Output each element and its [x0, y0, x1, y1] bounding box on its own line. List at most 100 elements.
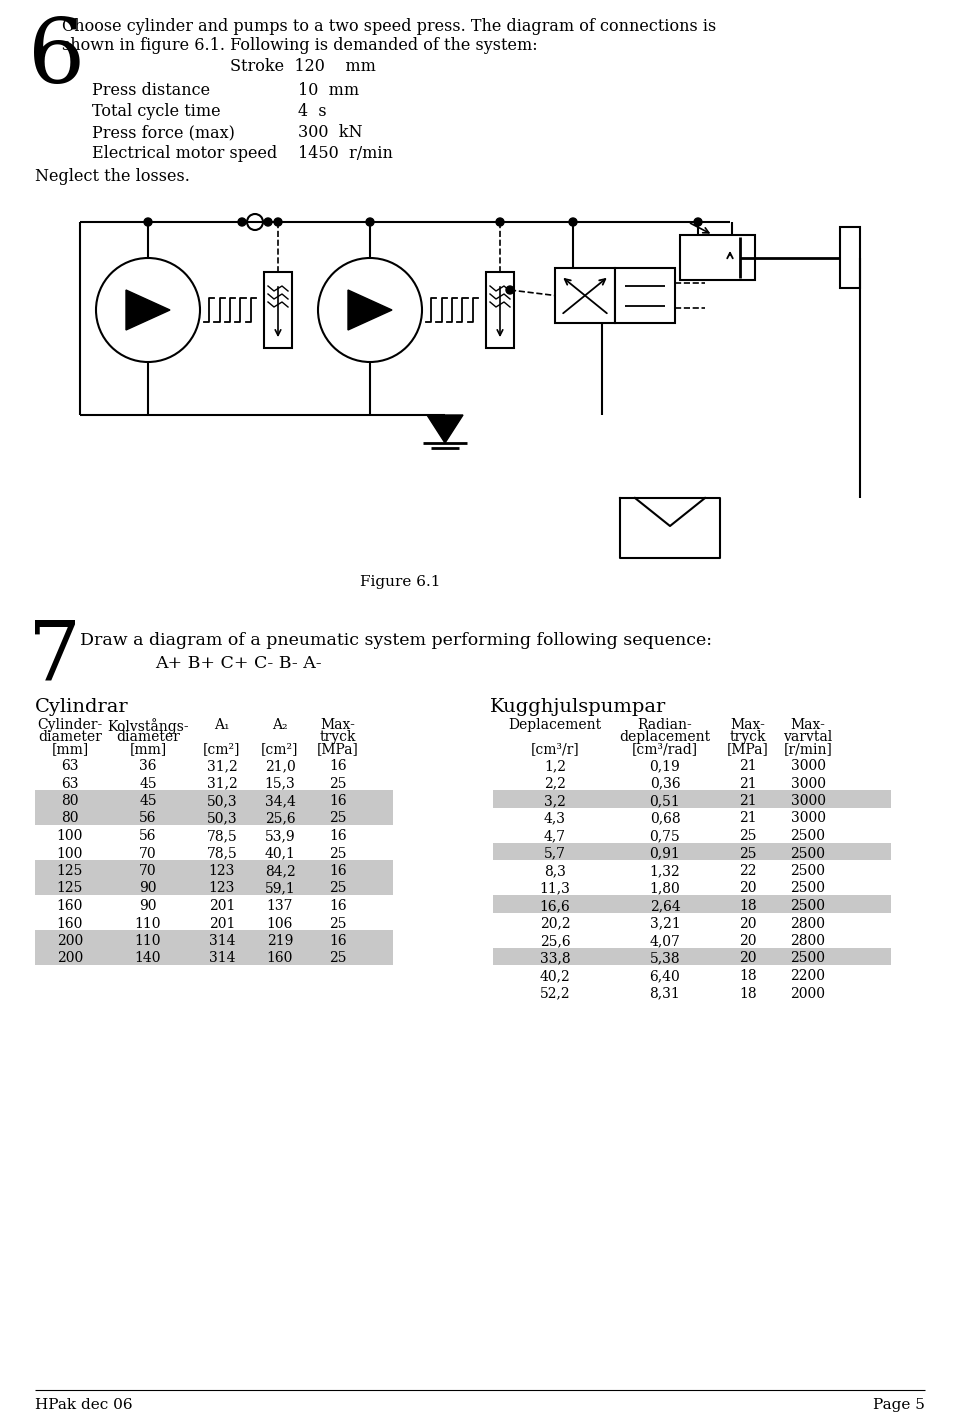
Bar — [493, 947, 891, 964]
Text: 53,9: 53,9 — [265, 829, 296, 843]
Text: 70: 70 — [139, 847, 156, 860]
Circle shape — [569, 217, 577, 226]
Text: 1,80: 1,80 — [650, 881, 681, 895]
Text: 21: 21 — [739, 760, 756, 772]
Text: 2500: 2500 — [790, 829, 826, 843]
Text: 78,5: 78,5 — [206, 829, 237, 843]
Text: Cylinder-: Cylinder- — [37, 717, 103, 731]
Text: 8,31: 8,31 — [650, 987, 681, 1001]
Bar — [493, 843, 891, 860]
Text: 36: 36 — [139, 760, 156, 772]
Text: 2500: 2500 — [790, 864, 826, 878]
Text: 0,75: 0,75 — [650, 829, 681, 843]
Text: 6: 6 — [28, 16, 85, 102]
Text: 25,6: 25,6 — [265, 812, 296, 826]
Text: 2500: 2500 — [790, 899, 826, 914]
Text: 2800: 2800 — [790, 916, 826, 931]
Text: 4  s: 4 s — [298, 103, 326, 120]
Text: HPak dec 06: HPak dec 06 — [35, 1398, 132, 1412]
Text: Draw a diagram of a pneumatic system performing following sequence:: Draw a diagram of a pneumatic system per… — [80, 633, 712, 650]
Text: 201: 201 — [209, 899, 235, 914]
Text: [r/min]: [r/min] — [783, 741, 832, 755]
Text: 78,5: 78,5 — [206, 847, 237, 860]
Text: 21: 21 — [739, 777, 756, 791]
Text: 4,3: 4,3 — [544, 812, 566, 826]
Text: 200: 200 — [57, 952, 84, 966]
Text: 3,2: 3,2 — [544, 794, 566, 808]
Text: A₂: A₂ — [273, 717, 288, 731]
Circle shape — [694, 217, 702, 226]
Text: Max-: Max- — [791, 717, 826, 731]
Text: varvtal: varvtal — [783, 730, 832, 744]
Text: 20,2: 20,2 — [540, 916, 570, 931]
Text: 2200: 2200 — [790, 969, 826, 983]
Text: 63: 63 — [61, 777, 79, 791]
Text: 3000: 3000 — [790, 812, 826, 826]
Text: 21,0: 21,0 — [265, 760, 296, 772]
Text: Figure 6.1: Figure 6.1 — [360, 575, 441, 589]
Text: 137: 137 — [267, 899, 293, 914]
Bar — [493, 895, 891, 912]
Text: Press distance: Press distance — [92, 82, 210, 99]
Text: 200: 200 — [57, 933, 84, 947]
Text: 6,40: 6,40 — [650, 969, 681, 983]
Text: 2500: 2500 — [790, 847, 826, 860]
Text: 45: 45 — [139, 777, 156, 791]
Text: 31,2: 31,2 — [206, 760, 237, 772]
Text: 125: 125 — [57, 864, 84, 878]
Bar — [840, 227, 860, 288]
Text: 110: 110 — [134, 916, 161, 931]
Text: 16: 16 — [329, 760, 347, 772]
Text: 2,64: 2,64 — [650, 899, 681, 914]
Text: 21: 21 — [739, 794, 756, 808]
Text: Cylindrar: Cylindrar — [35, 698, 129, 716]
Text: 50,3: 50,3 — [206, 812, 237, 826]
Text: 201: 201 — [209, 916, 235, 931]
Text: 2000: 2000 — [790, 987, 826, 1001]
Text: 84,2: 84,2 — [265, 864, 296, 878]
Text: 16: 16 — [329, 794, 347, 808]
Text: 11,3: 11,3 — [540, 881, 570, 895]
Polygon shape — [126, 289, 170, 330]
Text: 25: 25 — [739, 847, 756, 860]
Text: 8,3: 8,3 — [544, 864, 566, 878]
Text: 3000: 3000 — [790, 794, 826, 808]
Text: 40,2: 40,2 — [540, 969, 570, 983]
Text: diameter: diameter — [38, 730, 102, 744]
Text: 7: 7 — [28, 618, 81, 698]
Text: 25: 25 — [329, 881, 347, 895]
Text: 123: 123 — [209, 864, 235, 878]
Text: 0,51: 0,51 — [650, 794, 681, 808]
Text: 33,8: 33,8 — [540, 952, 570, 966]
Text: 50,3: 50,3 — [206, 794, 237, 808]
Bar — [493, 789, 891, 808]
Text: tryck: tryck — [320, 730, 356, 744]
Text: 4,7: 4,7 — [544, 829, 566, 843]
Text: 4,07: 4,07 — [650, 933, 681, 947]
Text: Total cycle time: Total cycle time — [92, 103, 221, 120]
Text: 2,2: 2,2 — [544, 777, 566, 791]
Text: 18: 18 — [739, 899, 756, 914]
Text: A₁: A₁ — [214, 717, 229, 731]
Bar — [264, 273, 292, 347]
Text: 0,91: 0,91 — [650, 847, 681, 860]
Text: A+ B+ C+ C- B- A-: A+ B+ C+ C- B- A- — [155, 655, 322, 672]
Text: 16: 16 — [329, 864, 347, 878]
Text: Max-: Max- — [731, 717, 765, 731]
Text: 25: 25 — [329, 847, 347, 860]
Bar — [35, 789, 393, 808]
Text: 0,19: 0,19 — [650, 760, 681, 772]
Circle shape — [264, 217, 272, 226]
Text: 160: 160 — [57, 899, 84, 914]
Bar — [555, 268, 615, 323]
Text: 63: 63 — [61, 760, 79, 772]
Text: [cm²]: [cm²] — [261, 741, 299, 755]
Text: 314: 314 — [208, 952, 235, 966]
Text: [MPa]: [MPa] — [317, 741, 359, 755]
Text: 40,1: 40,1 — [265, 847, 296, 860]
Text: Kugghjulspumpar: Kugghjulspumpar — [490, 698, 666, 716]
Bar — [35, 860, 393, 877]
Text: 1,32: 1,32 — [650, 864, 681, 878]
Text: 25: 25 — [329, 812, 347, 826]
Text: Electrical motor speed: Electrical motor speed — [92, 145, 277, 162]
